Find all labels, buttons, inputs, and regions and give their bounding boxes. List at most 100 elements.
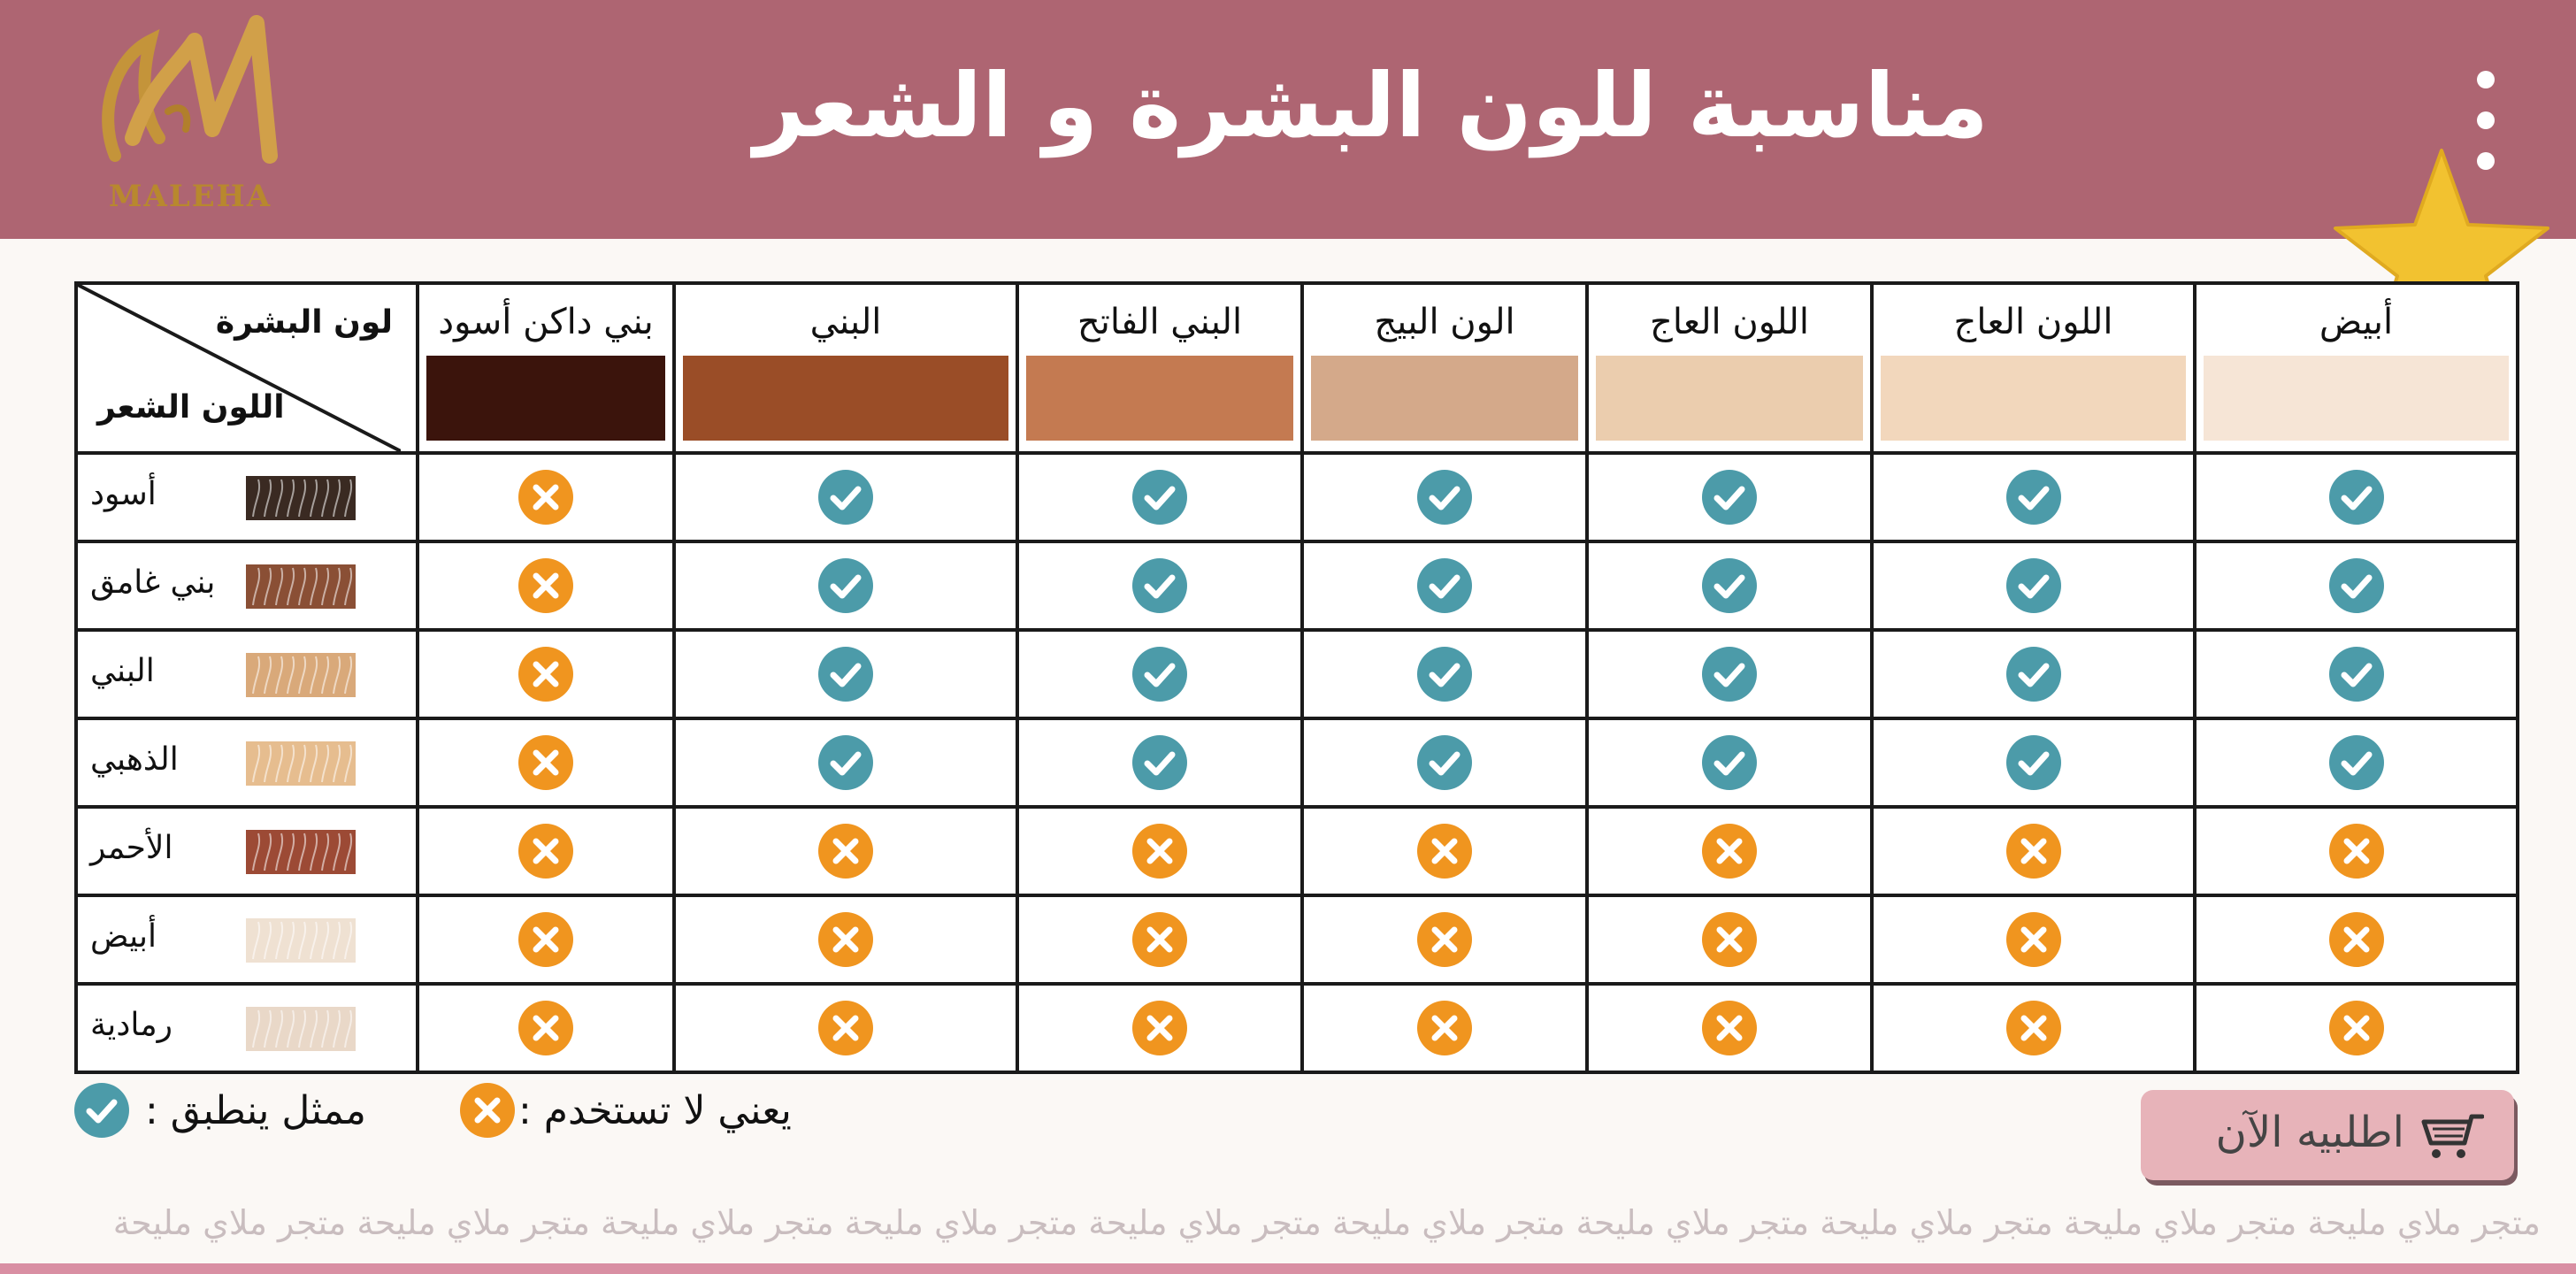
check-icon xyxy=(2005,735,2061,790)
kebab-menu-icon[interactable] xyxy=(2468,64,2503,179)
unsuitable-cell xyxy=(1300,982,1589,1074)
check-icon xyxy=(818,558,873,613)
suitable-cell xyxy=(672,717,1019,809)
hair-swatch-icon xyxy=(246,1007,356,1051)
check-icon xyxy=(818,735,873,790)
suitable-cell xyxy=(1870,451,2196,543)
table-header-row: أبيض اللون العاج اللون العاج الون البيج البن… xyxy=(74,281,2519,455)
skin-tone-label: اللون العاج xyxy=(1650,302,1809,342)
suitable-cell xyxy=(1870,717,2196,809)
hair-color-label: رمادية xyxy=(90,1007,172,1043)
skin-tone-header: اللون العاج xyxy=(1585,281,1874,455)
logo-monogram-icon xyxy=(102,15,278,164)
hair-color-cell: البني xyxy=(74,628,419,720)
hair-swatch-icon xyxy=(246,476,356,520)
check-icon xyxy=(1417,558,1472,613)
skin-tone-label: بني داكن أسود xyxy=(438,302,654,342)
unsuitable-cell xyxy=(1016,982,1304,1074)
cross-icon xyxy=(1132,1001,1187,1055)
table-row: أبيض xyxy=(74,894,2519,986)
unsuitable-cell xyxy=(672,982,1019,1074)
hair-swatch-icon xyxy=(246,741,356,786)
hair-color-cell: الأحمر xyxy=(74,805,419,897)
cross-icon xyxy=(518,912,573,967)
cross-icon xyxy=(2005,824,2061,879)
table-row: الأحمر xyxy=(74,805,2519,897)
suitable-cell xyxy=(1300,717,1589,809)
unsuitable-cell xyxy=(416,894,676,986)
cross-icon xyxy=(518,824,573,879)
check-icon xyxy=(1132,647,1187,702)
unsuitable-cell xyxy=(1585,894,1874,986)
hair-color-cell: الذهبي xyxy=(74,717,419,809)
unsuitable-cell xyxy=(1300,894,1589,986)
hair-color-label: الذهبي xyxy=(90,741,179,778)
unsuitable-cell xyxy=(416,628,676,720)
footer-watermark: متجر ملاي مليحة متجر ملاي مليحة متجر ملا… xyxy=(112,1203,2541,1242)
unsuitable-cell xyxy=(1870,982,2196,1074)
check-icon xyxy=(1417,470,1472,525)
unsuitable-cell xyxy=(416,540,676,632)
unsuitable-cell xyxy=(1300,805,1589,897)
check-icon xyxy=(818,647,873,702)
suitable-cell xyxy=(1016,628,1304,720)
hair-color-cell: بني غامق xyxy=(74,540,419,632)
check-icon xyxy=(1132,558,1187,613)
check-icon xyxy=(2328,470,2384,525)
check-icon xyxy=(2005,647,2061,702)
unsuitable-cell xyxy=(1870,894,2196,986)
unsuitable-cell xyxy=(1870,805,2196,897)
skin-tone-swatch xyxy=(2204,356,2509,441)
hair-color-label: أسود xyxy=(90,476,157,512)
cross-icon xyxy=(518,647,573,702)
skin-tone-label: اللون العاج xyxy=(1953,302,2113,342)
hair-color-label: الأحمر xyxy=(90,830,173,866)
check-icon xyxy=(1702,647,1757,702)
unsuitable-cell xyxy=(416,805,676,897)
unsuitable-cell xyxy=(1585,982,1874,1074)
cross-icon xyxy=(2328,824,2384,879)
suitable-cell xyxy=(1870,628,2196,720)
unsuitable-cell xyxy=(416,451,676,543)
legend-unsuitable: يعني لا تستخدم : xyxy=(460,1081,832,1143)
hair-color-label: البني xyxy=(90,653,155,689)
cross-icon xyxy=(1417,824,1472,879)
suitable-cell xyxy=(672,540,1019,632)
check-icon xyxy=(1417,735,1472,790)
cross-icon xyxy=(2328,912,2384,967)
table-row: البني xyxy=(74,628,2519,720)
suitable-cell xyxy=(2193,628,2519,720)
unsuitable-cell xyxy=(2193,982,2519,1074)
skin-tone-swatch xyxy=(683,356,1008,441)
check-icon xyxy=(2328,647,2384,702)
check-icon xyxy=(818,470,873,525)
order-now-button[interactable]: اطلبيه الآن xyxy=(2141,1090,2514,1180)
suitable-cell xyxy=(1016,451,1304,543)
cross-icon xyxy=(518,470,573,525)
page-title: مناسبة للون البشرة و الشعر xyxy=(754,54,1989,157)
unsuitable-cell xyxy=(416,982,676,1074)
skin-tone-swatch xyxy=(1596,356,1863,441)
legend-suitable-text: ممثل ينطبق : xyxy=(145,1088,366,1133)
hair-swatch-icon xyxy=(246,918,356,963)
suitable-cell xyxy=(1300,451,1589,543)
table-corner-cell: لون البشرة اللون الشعر xyxy=(74,281,419,455)
check-icon xyxy=(2005,470,2061,525)
skin-tone-header: البني xyxy=(672,281,1019,455)
suitable-cell xyxy=(1870,540,2196,632)
cross-icon xyxy=(818,1001,873,1055)
corner-hair-label: اللون الشعر xyxy=(97,389,285,426)
unsuitable-cell xyxy=(1016,894,1304,986)
skin-tone-swatch xyxy=(1311,356,1578,441)
suitable-cell xyxy=(1585,540,1874,632)
check-icon xyxy=(1702,735,1757,790)
maleha-logo: MALEHA xyxy=(80,5,301,226)
unsuitable-cell xyxy=(2193,805,2519,897)
skin-tone-header: البني الفاتح xyxy=(1016,281,1304,455)
cross-icon xyxy=(1702,912,1757,967)
skin-tone-label: البني الفاتح xyxy=(1077,302,1243,342)
hair-color-cell: أسود xyxy=(74,451,419,543)
suitable-cell xyxy=(1300,628,1589,720)
unsuitable-cell xyxy=(1016,805,1304,897)
unsuitable-cell xyxy=(416,717,676,809)
